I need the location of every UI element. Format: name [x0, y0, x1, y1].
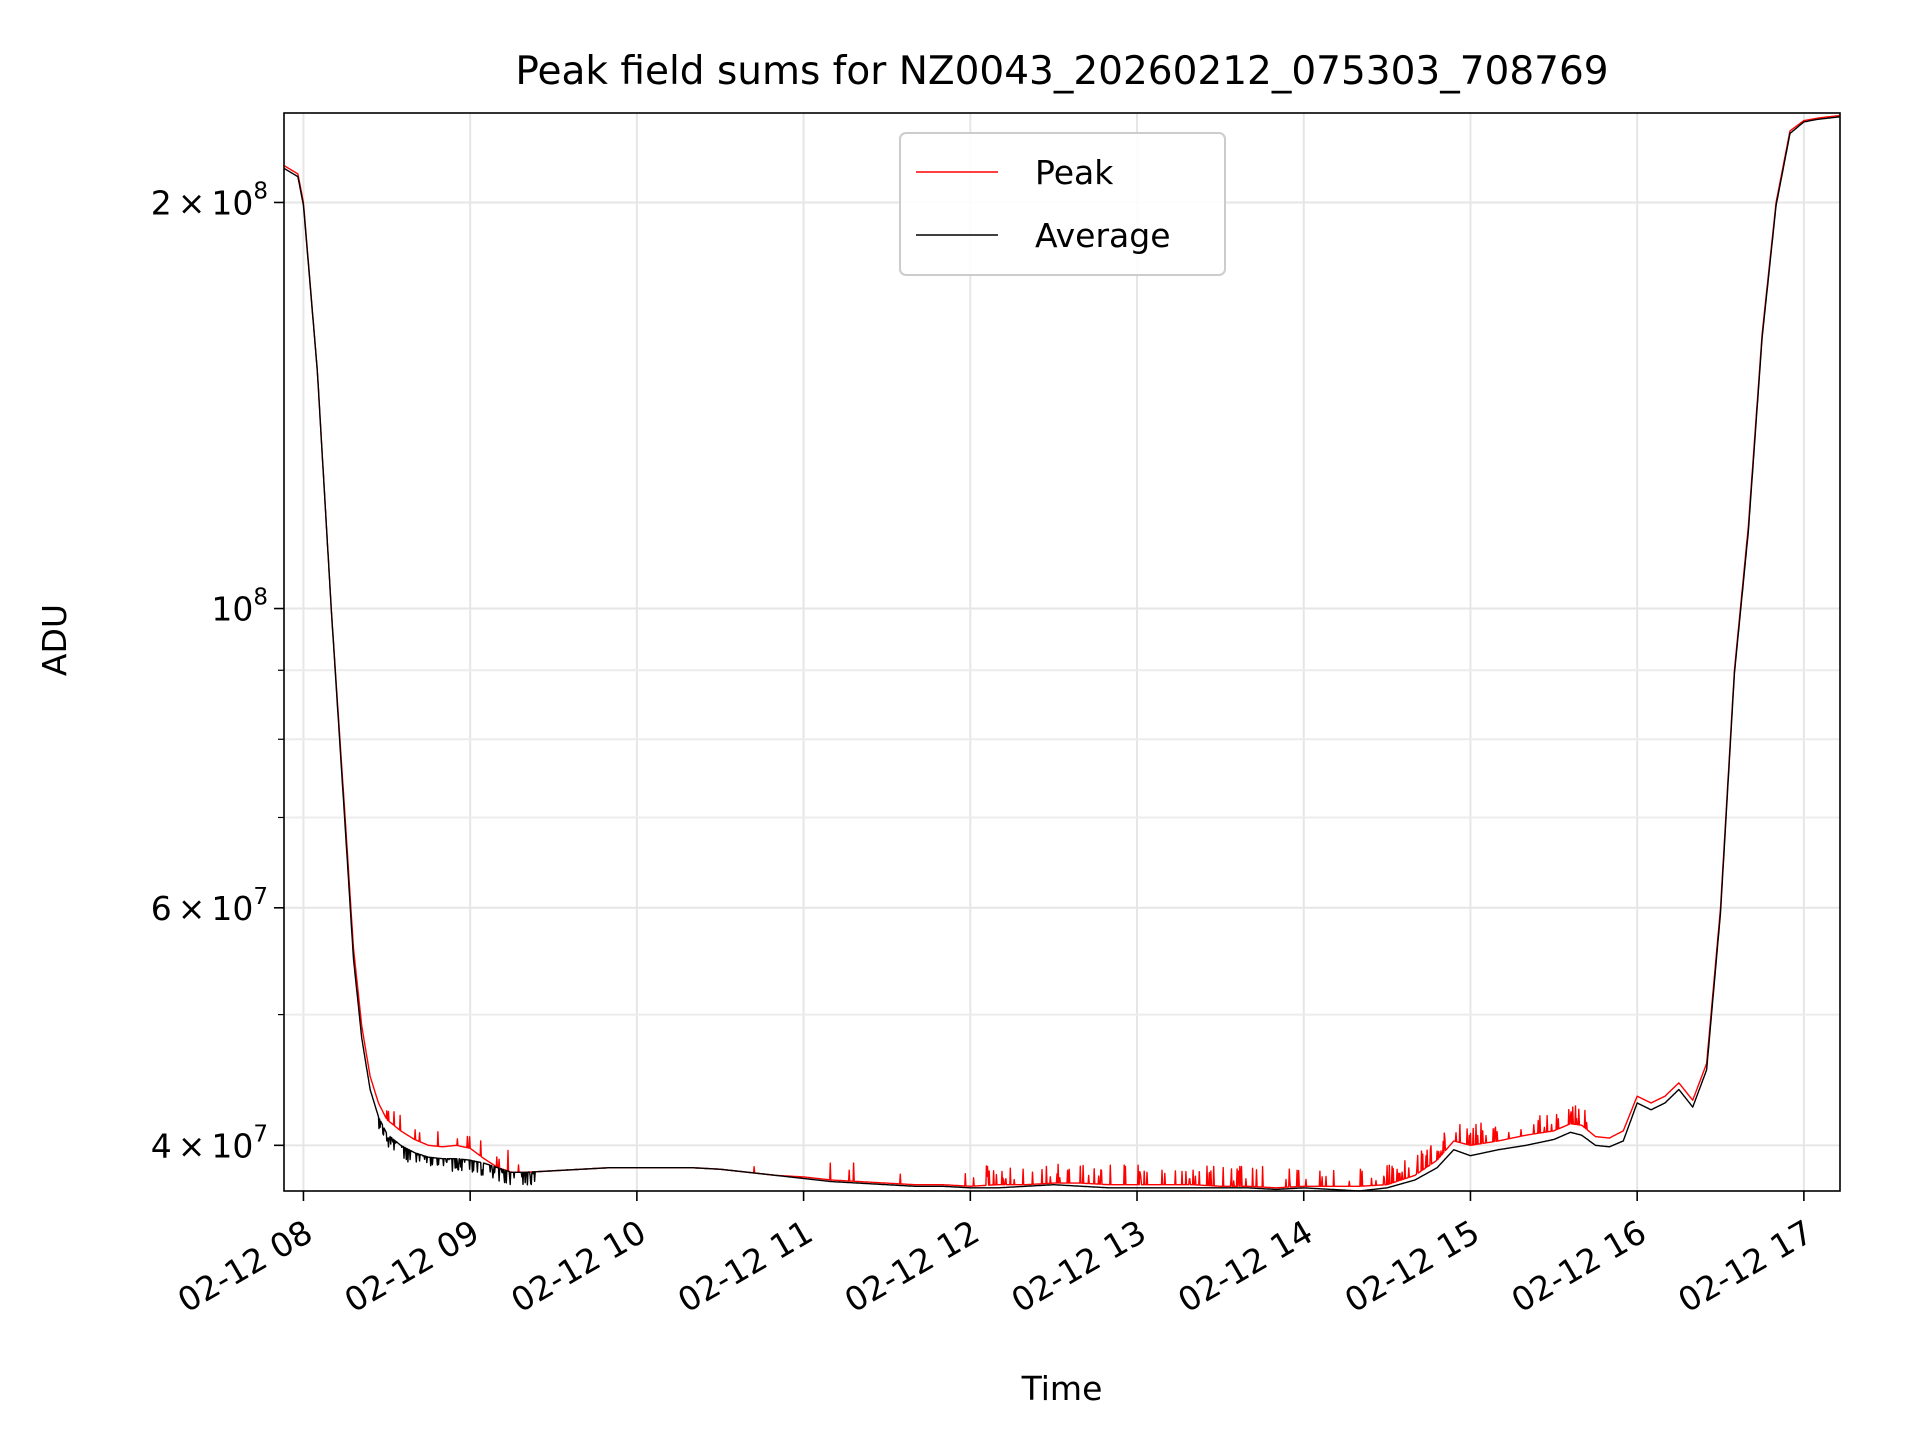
y-tick-exponent: 8 — [253, 585, 268, 611]
y-tick-times: × — [178, 1126, 206, 1165]
y-tick-label: 2 × 108 — [151, 178, 268, 222]
y-tick-base: 10 — [211, 889, 253, 928]
y-tick-mantissa: 4 — [151, 1126, 172, 1165]
plot-frame — [283, 112, 1841, 1192]
x-axis-label: Time — [1021, 1369, 1103, 1408]
y-tick-base: 10 — [211, 183, 253, 222]
y-tick-times: × — [178, 183, 206, 222]
y-tick-base: 10 — [211, 1126, 253, 1165]
legend: Peak Average — [899, 132, 1226, 276]
legend-label-peak: Peak — [1035, 153, 1114, 192]
y-tick-mantissa: 6 — [151, 889, 172, 928]
y-tick-exponent: 7 — [253, 1121, 268, 1147]
y-tick-exponent: 7 — [253, 884, 268, 910]
legend-label-average: Average — [1035, 216, 1171, 255]
y-tick-label: 108 — [211, 585, 268, 629]
y-tick-mantissa: 2 — [151, 183, 172, 222]
legend-box — [899, 132, 1226, 276]
y-axis-label: ADU — [35, 604, 74, 676]
chart-title: Peak field sums for NZ0043_20260212_0753… — [515, 49, 1608, 94]
y-tick-label: 6 × 107 — [151, 884, 268, 928]
series-layer — [283, 114, 1841, 1192]
y-tick-times: × — [178, 889, 206, 928]
series-line-average — [283, 116, 1841, 1192]
y-tick-exponent: 8 — [253, 178, 268, 204]
y-tick-base: 10 — [211, 590, 253, 629]
y-tick-label: 4 × 107 — [151, 1121, 268, 1165]
